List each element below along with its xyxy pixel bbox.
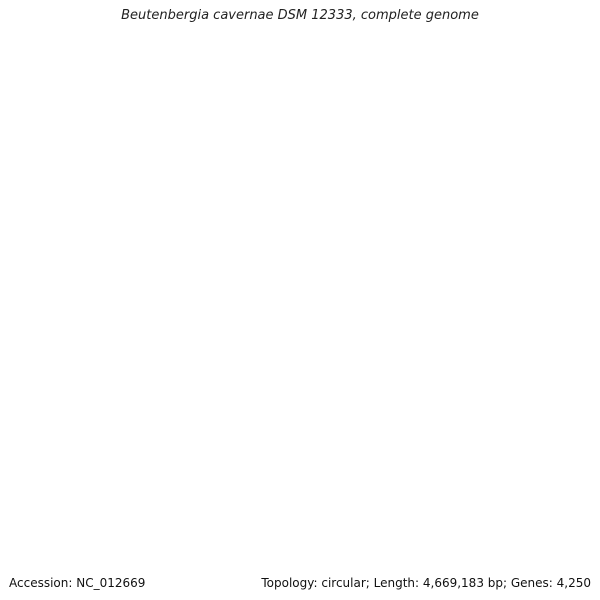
- top-edge: [0, 0, 600, 2]
- accession-text: Accession: NC_012669: [9, 576, 146, 590]
- genome-title: Beutenbergia cavernae DSM 12333, complet…: [121, 8, 479, 23]
- topology-text: Topology: circular; Length: 4,669,183 bp…: [261, 576, 591, 590]
